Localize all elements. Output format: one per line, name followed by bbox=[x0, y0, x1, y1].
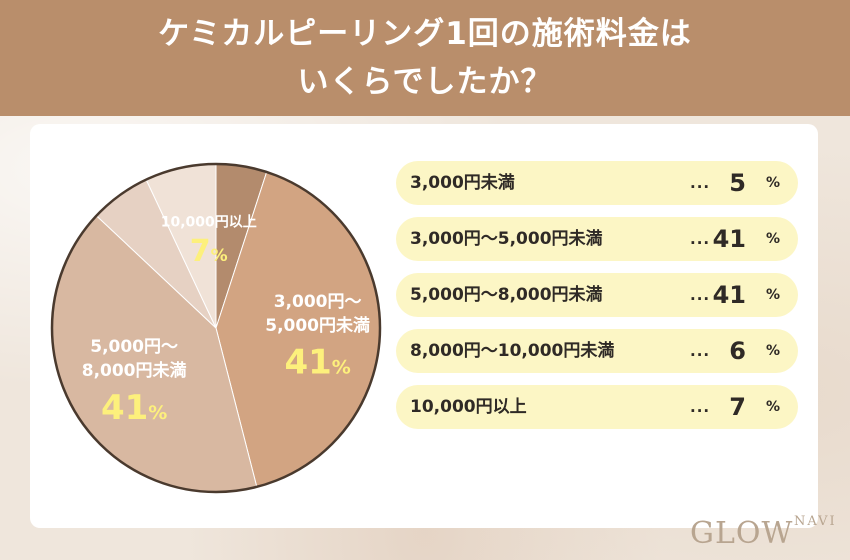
pie-value-4: 7% bbox=[190, 234, 228, 269]
legend-row-value: 7 bbox=[729, 393, 746, 421]
legend-row-dots: ... bbox=[690, 342, 711, 360]
legend-row: 3,000円未満... 5% bbox=[396, 161, 798, 205]
header-banner: ケミカルピーリング1回の施術料金は いくらでしたか？ bbox=[0, 0, 850, 116]
legend-row: 8,000円～10,000円未満... 6% bbox=[396, 329, 798, 373]
legend-row-label: 10,000円以上 bbox=[410, 397, 527, 417]
pie-value-number-2: 41 bbox=[101, 388, 148, 428]
legend-row-dots: ... bbox=[690, 230, 711, 248]
logo-main-text: GLOW bbox=[690, 516, 794, 551]
logo-small-text: NAVI bbox=[794, 514, 837, 529]
title-line-1: ケミカルピーリング1回の施術料金は bbox=[158, 16, 692, 52]
legend-row-value: 41 bbox=[712, 281, 746, 309]
legend-row-unit: % bbox=[766, 399, 781, 415]
legend-row: 3,000円～5,000円未満... 41% bbox=[396, 217, 798, 261]
pie-label-4-line-0: 10,000円以上 bbox=[161, 215, 257, 231]
pie-value-unit-4: % bbox=[211, 246, 228, 266]
legend-row-label: 3,000円～5,000円未満 bbox=[410, 229, 603, 249]
legend-row-label: 8,000円～10,000円未満 bbox=[410, 341, 615, 361]
legend-row-value: 5 bbox=[729, 169, 746, 197]
legend-row: 5,000円～8,000円未満... 41% bbox=[396, 273, 798, 317]
legend-row-value: 6 bbox=[729, 337, 746, 365]
legend-row-unit: % bbox=[766, 175, 781, 191]
legend-row: 10,000円以上... 7% bbox=[396, 385, 798, 429]
pie-label-1-line-1: 5,000円未満 bbox=[265, 315, 370, 336]
pie-value-2: 41% bbox=[101, 388, 167, 428]
title-line-2: いくらでしたか？ bbox=[297, 64, 553, 100]
legend-row-dots: ... bbox=[690, 398, 711, 416]
legend-row-unit: % bbox=[766, 287, 781, 303]
pie-value-number-1: 41 bbox=[284, 343, 331, 383]
pie-label-2-line-0: 5,000円～ bbox=[90, 337, 178, 357]
legend-row-dots: ... bbox=[690, 286, 711, 304]
pie-value-unit-2: % bbox=[148, 402, 167, 424]
pie-value-number-4: 7 bbox=[190, 234, 211, 269]
legend-row-label: 3,000円未満 bbox=[410, 173, 515, 193]
pie-value-unit-1: % bbox=[332, 357, 351, 379]
legend-row-dots: ... bbox=[690, 174, 711, 192]
pie-value-1: 41% bbox=[284, 343, 350, 383]
pie-outline bbox=[50, 162, 382, 494]
legend-row-unit: % bbox=[766, 343, 781, 359]
pie-label-1-line-0: 3,000円～ bbox=[274, 292, 362, 312]
legend-row-label: 5,000円～8,000円未満 bbox=[410, 285, 603, 305]
legend-row-unit: % bbox=[766, 231, 781, 247]
pie-label-2-line-1: 8,000円未満 bbox=[82, 360, 187, 381]
legend-row-value: 41 bbox=[712, 225, 746, 253]
glow-navi-logo: GLOW NAVI bbox=[690, 510, 840, 554]
